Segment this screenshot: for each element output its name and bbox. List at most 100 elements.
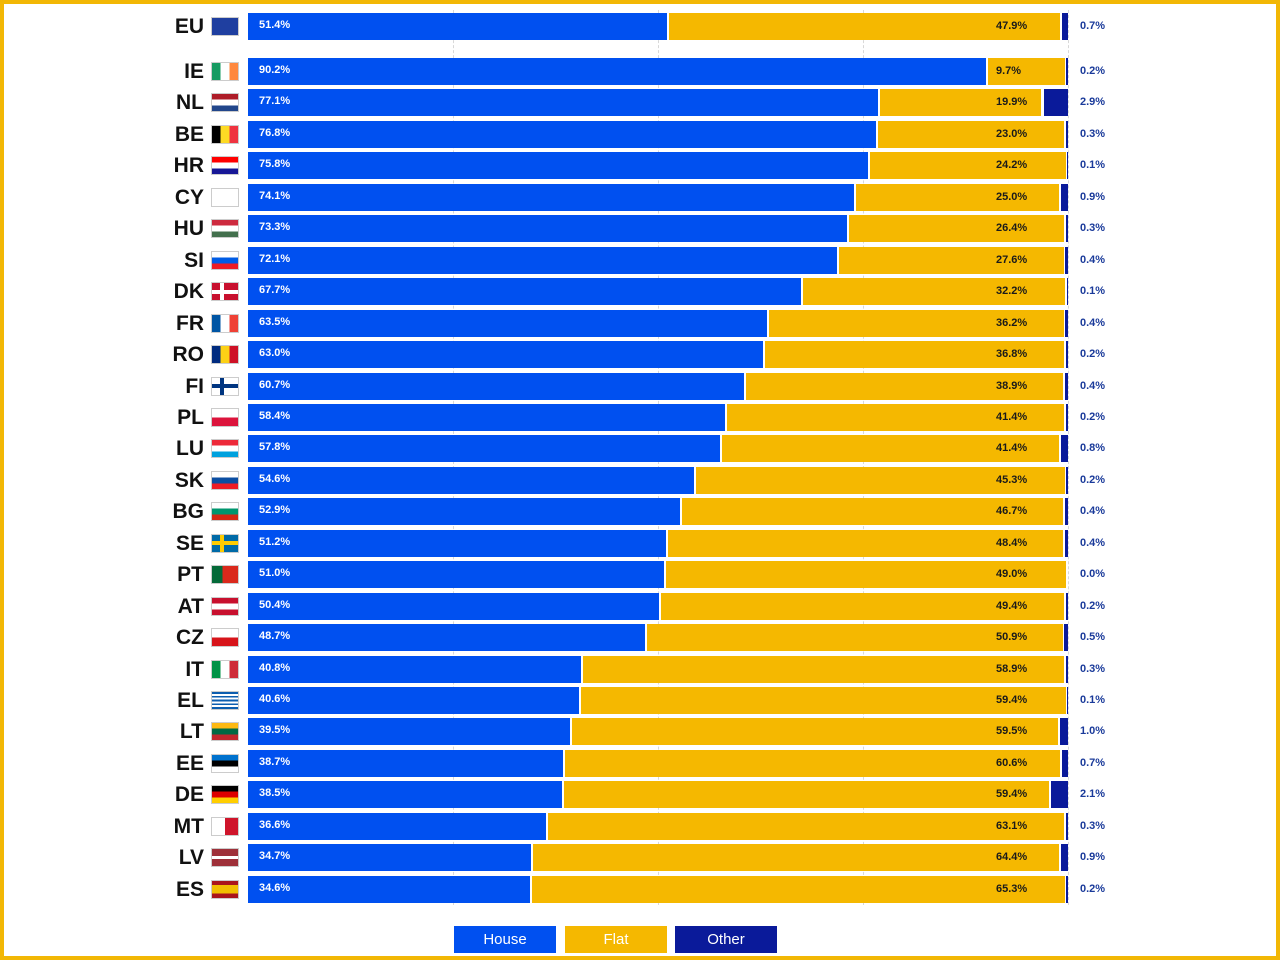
flag-cy-icon — [212, 188, 238, 206]
bar-other-eu — [1062, 13, 1068, 40]
bar-house-cz — [248, 624, 646, 652]
country-code-be: BE — [174, 122, 204, 146]
label-house-hr: 75.8% — [259, 158, 291, 171]
country-code-cz: CZ — [176, 626, 204, 650]
flag-pt-icon — [212, 566, 238, 584]
bar-house-hu — [248, 215, 848, 243]
label-house-hu: 73.3% — [259, 221, 291, 234]
bar-other-ee — [1062, 749, 1068, 777]
label-flat-at: 49.4% — [996, 599, 1028, 612]
country-code-bg: BG — [172, 500, 205, 524]
country-code-pl: PL — [177, 405, 204, 429]
bar-house-dk — [248, 278, 802, 306]
flag-de-icon — [212, 786, 238, 804]
bar-house-el — [248, 687, 579, 714]
flag-hu-icon — [212, 220, 238, 238]
bar-flat-lu — [721, 435, 1060, 463]
label-house-sk: 54.6% — [259, 472, 291, 485]
bar-flat-el — [580, 687, 1066, 714]
flag-ie-icon — [212, 63, 238, 80]
bar-other-pl — [1066, 403, 1068, 431]
label-house-at: 50.4% — [259, 598, 291, 611]
bar-flat-hu — [849, 215, 1064, 243]
label-other-be: 0.3% — [1080, 127, 1106, 140]
bar-house-ee — [248, 749, 564, 777]
bar-other-be — [1065, 120, 1068, 148]
label-house-pl: 58.4% — [259, 409, 291, 422]
flag-hr-icon — [212, 157, 238, 175]
bar-house-sk — [248, 466, 694, 494]
bar-flat-ro — [764, 341, 1065, 369]
flag-fi-icon — [212, 377, 238, 395]
label-house-el: 40.6% — [259, 693, 291, 705]
legend-house: House — [454, 926, 556, 953]
bar-flat-pl — [726, 403, 1065, 431]
bar-flat-cz — [647, 624, 1063, 652]
bar-other-fr — [1064, 309, 1068, 337]
label-other-hu: 0.3% — [1080, 222, 1106, 235]
bar-flat-ee — [565, 749, 1061, 777]
label-other-bg: 0.4% — [1080, 505, 1106, 518]
flag-cz-icon — [212, 629, 238, 647]
flag-el-icon — [212, 692, 238, 709]
country-code-cy: CY — [174, 185, 204, 209]
country-code-it: IT — [185, 657, 204, 681]
label-flat-fi: 38.9% — [996, 379, 1028, 392]
label-flat-be: 23.0% — [996, 127, 1028, 140]
bar-other-el — [1067, 687, 1068, 714]
country-code-mt: MT — [173, 814, 204, 838]
label-other-dk: 0.1% — [1080, 285, 1106, 298]
bar-other-at — [1066, 592, 1068, 620]
label-flat-nl: 19.9% — [996, 96, 1028, 109]
bar-house-mt — [248, 812, 547, 840]
label-flat-es: 65.3% — [996, 882, 1028, 895]
bar-flat-si — [839, 246, 1064, 274]
label-house-fi: 60.7% — [259, 378, 291, 391]
label-other-sk: 0.2% — [1080, 473, 1106, 486]
label-house-eu: 51.4% — [259, 19, 291, 31]
flag-lv-icon — [212, 849, 238, 867]
label-house-lu: 57.8% — [259, 441, 291, 454]
bar-flat-hr — [869, 152, 1066, 180]
bar-flat-at — [661, 592, 1065, 620]
bar-other-lt — [1059, 718, 1068, 746]
label-house-pt: 51.0% — [259, 567, 291, 580]
label-flat-it: 58.9% — [996, 662, 1028, 675]
bar-flat-nl — [880, 89, 1042, 117]
label-house-lv: 34.7% — [259, 850, 291, 863]
label-other-cz: 0.5% — [1080, 631, 1106, 644]
label-other-pt: 0.0% — [1080, 568, 1106, 581]
label-other-es: 0.2% — [1080, 882, 1106, 895]
flag-it-icon — [212, 660, 238, 678]
bar-other-sk — [1066, 466, 1068, 494]
flag-lt-icon — [212, 723, 238, 741]
bar-flat-mt — [548, 812, 1064, 840]
label-other-at: 0.2% — [1080, 599, 1106, 612]
bar-house-fr — [248, 309, 767, 337]
label-other-mt: 0.3% — [1080, 819, 1106, 832]
bar-flat-de — [563, 781, 1049, 809]
label-house-ro: 63.0% — [259, 347, 291, 360]
flag-es-icon — [212, 880, 238, 898]
label-house-es: 34.6% — [259, 881, 291, 894]
label-house-ee: 38.7% — [259, 755, 291, 768]
bar-other-cy — [1060, 183, 1068, 211]
label-house-ie: 90.2% — [259, 64, 291, 76]
label-other-se: 0.4% — [1080, 536, 1106, 549]
flag-lu-icon — [212, 440, 238, 458]
label-flat-ee: 60.6% — [996, 756, 1028, 769]
label-other-it: 0.3% — [1080, 662, 1106, 675]
label-house-be: 76.8% — [259, 126, 291, 139]
bar-other-lu — [1061, 435, 1068, 463]
label-other-el: 0.1% — [1080, 694, 1106, 706]
bar-flat-ie — [987, 58, 1066, 85]
bar-house-pl — [248, 403, 725, 431]
bar-flat-lv — [532, 844, 1059, 872]
country-code-eu: EU — [174, 15, 204, 38]
country-code-at: AT — [177, 594, 204, 618]
bar-house-es — [248, 875, 530, 903]
label-house-dk: 67.7% — [259, 284, 291, 297]
bar-flat-es — [531, 875, 1066, 903]
flag-ee-icon — [212, 754, 238, 772]
